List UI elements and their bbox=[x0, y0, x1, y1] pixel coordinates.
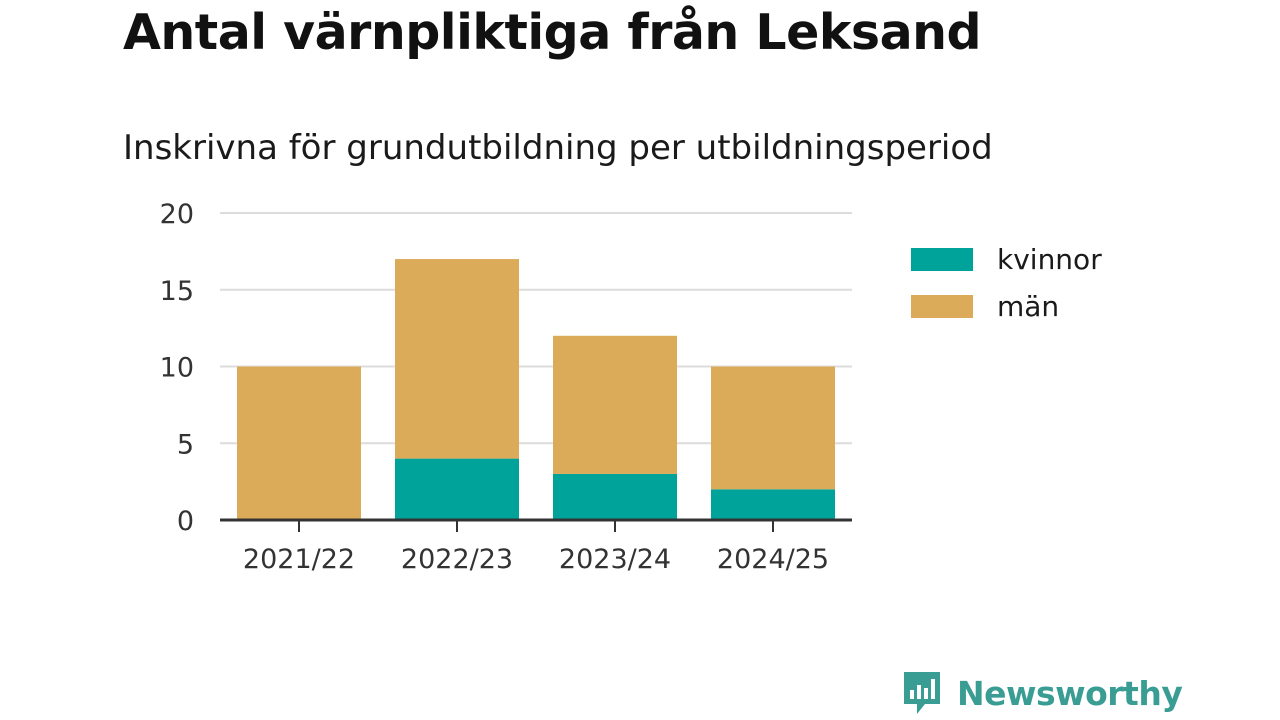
x-tick-label: 2024/25 bbox=[717, 544, 829, 575]
x-tick-label: 2021/22 bbox=[243, 544, 355, 575]
y-tick-label: 15 bbox=[160, 276, 194, 307]
legend: kvinnor män bbox=[911, 243, 1102, 323]
legend-swatch-män bbox=[911, 295, 973, 318]
bar-kvinnor-2024/25 bbox=[711, 489, 835, 520]
chart-subtitle: Inskrivna för grundutbildning per utbild… bbox=[123, 128, 993, 168]
legend-swatch-kvinnor bbox=[911, 248, 973, 271]
y-tick-label: 5 bbox=[177, 429, 194, 460]
stacked-bar-chart: 0 5 10 15 20 2021/22 2022/23 2023/24 2024/25 kvi… bbox=[160, 199, 1103, 575]
newsworthy-logo-icon bbox=[904, 672, 940, 714]
y-tick-label: 0 bbox=[177, 506, 194, 537]
bar-kvinnor-2022/23 bbox=[395, 458, 519, 520]
bar-män-2022/23 bbox=[395, 259, 519, 459]
axes: 0 5 10 15 20 2021/22 2022/23 2023/24 2024/25 bbox=[160, 199, 852, 575]
brand-name: Newsworthy bbox=[957, 673, 1183, 713]
bars bbox=[237, 259, 835, 520]
bar-kvinnor-2023/24 bbox=[553, 473, 677, 520]
x-tick-label: 2022/23 bbox=[401, 544, 513, 575]
legend-label-män: män bbox=[997, 290, 1059, 323]
bar-män-2021/22 bbox=[237, 366, 361, 520]
x-tick-label: 2023/24 bbox=[559, 544, 671, 575]
chart-title: Antal värnpliktiga från Leksand bbox=[123, 4, 982, 61]
y-tick-label: 20 bbox=[160, 199, 194, 230]
brand: Newsworthy bbox=[901, 670, 1183, 716]
bar-män-2024/25 bbox=[711, 366, 835, 490]
legend-label-kvinnor: kvinnor bbox=[997, 243, 1102, 276]
bar-män-2023/24 bbox=[553, 335, 677, 474]
y-tick-label: 10 bbox=[160, 353, 194, 384]
